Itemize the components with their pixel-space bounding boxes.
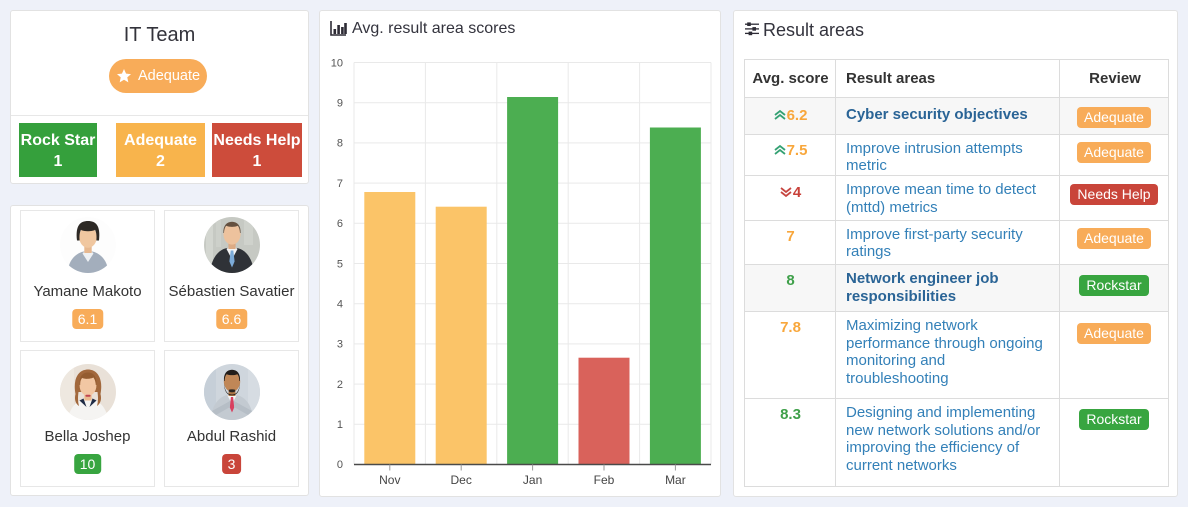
svg-text:Nov: Nov <box>379 473 400 487</box>
svg-text:5: 5 <box>337 258 343 270</box>
svg-text:3: 3 <box>337 339 343 351</box>
svg-text:7: 7 <box>337 178 343 190</box>
svg-text:Jan: Jan <box>523 473 542 487</box>
svg-text:Feb: Feb <box>594 473 615 487</box>
svg-text:6: 6 <box>337 218 343 230</box>
svg-text:Mar: Mar <box>665 473 686 487</box>
svg-text:Avg. result area scores: Avg. result area scores <box>352 20 515 37</box>
svg-text:4: 4 <box>337 299 343 311</box>
svg-text:0: 0 <box>337 459 343 471</box>
svg-text:2: 2 <box>337 379 343 391</box>
svg-text:Dec: Dec <box>451 473 472 487</box>
svg-text:1: 1 <box>337 419 343 431</box>
svg-text:8: 8 <box>337 138 343 150</box>
svg-text:9: 9 <box>337 98 343 110</box>
svg-text:10: 10 <box>331 57 343 69</box>
